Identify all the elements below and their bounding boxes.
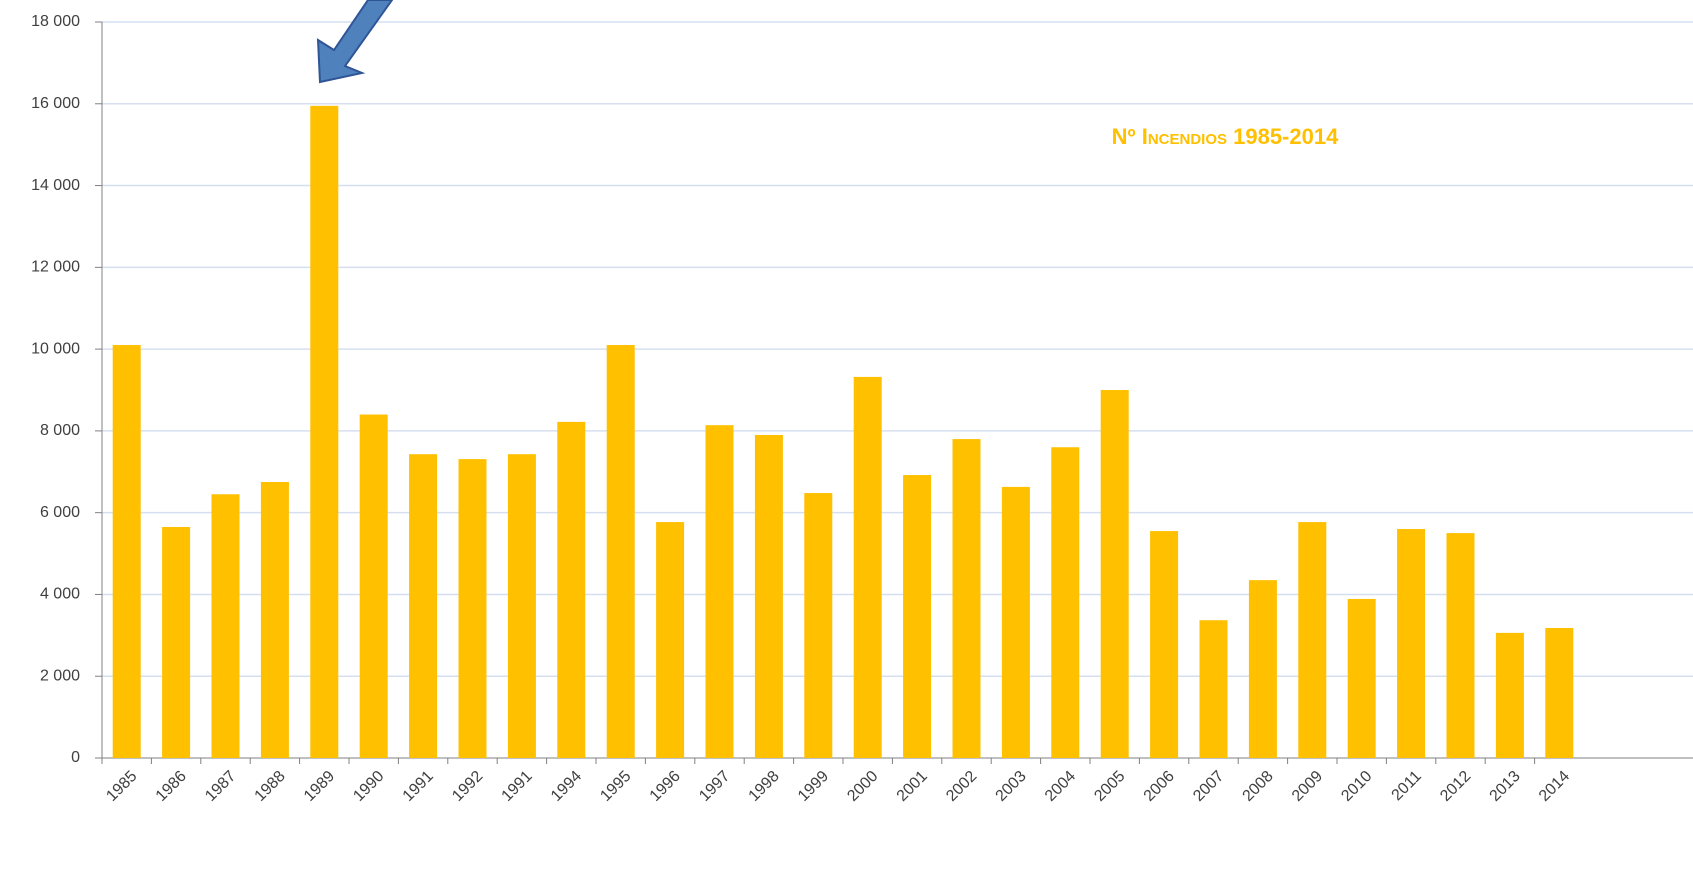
y-tick-label: 10 000 — [31, 340, 80, 357]
x-tick-label: 2005 — [1091, 768, 1128, 805]
y-tick-label: 12 000 — [31, 259, 80, 276]
bar — [1397, 529, 1426, 758]
bar — [211, 494, 240, 758]
x-tick-label: 2004 — [1042, 768, 1079, 805]
x-tick-label: 2003 — [993, 768, 1030, 805]
y-tick-label: 2 000 — [40, 667, 80, 684]
x-tick-label: 2012 — [1437, 768, 1474, 805]
bar — [853, 376, 882, 758]
x-tick-label: 2006 — [1141, 768, 1178, 805]
bar — [1001, 486, 1030, 758]
bar — [162, 526, 191, 758]
bar — [1347, 598, 1376, 758]
bar — [656, 522, 685, 758]
bar — [310, 105, 339, 759]
y-tick-label: 4 000 — [40, 586, 80, 603]
x-tick-label: 2011 — [1389, 768, 1425, 804]
bar — [754, 434, 783, 758]
bar — [606, 345, 635, 758]
y-tick-label: 8 000 — [40, 422, 80, 439]
bar — [1248, 580, 1277, 758]
bar — [409, 454, 438, 758]
x-tick-label: 1988 — [252, 768, 289, 805]
bar — [705, 425, 734, 758]
bar — [952, 439, 981, 758]
bar — [1051, 447, 1080, 758]
x-tick-label: 1990 — [350, 768, 387, 805]
x-tick-label: 2009 — [1289, 768, 1326, 805]
x-tick-label: 1996 — [647, 768, 684, 805]
bar — [1545, 627, 1574, 758]
x-tick-label: 1999 — [795, 768, 832, 805]
x-tick-label: 2013 — [1487, 768, 1524, 805]
bar — [1150, 531, 1179, 758]
bar — [557, 421, 586, 758]
bar — [1495, 632, 1524, 758]
x-tick-label: 1994 — [548, 768, 585, 805]
x-tick-label: 1992 — [449, 768, 486, 805]
y-tick-label: 0 — [71, 749, 80, 766]
bar — [804, 493, 833, 758]
x-tick-label: 2000 — [844, 768, 881, 805]
chart-title: Nº Incendios 1985-2014 — [1112, 124, 1339, 149]
bar — [507, 454, 536, 758]
arrow — [316, 0, 394, 84]
bar — [1298, 522, 1327, 758]
bar — [359, 414, 388, 758]
y-tick-label: 16 000 — [31, 95, 80, 112]
x-tick-label: 2010 — [1338, 768, 1375, 805]
x-tick-label: 2008 — [1240, 768, 1277, 805]
bar — [1199, 620, 1228, 758]
bar — [903, 475, 932, 758]
x-tick-label: 1989 — [301, 768, 338, 805]
x-tick-label: 1998 — [746, 768, 783, 805]
y-tick-label: 18 000 — [31, 13, 80, 30]
x-tick-label: 2014 — [1536, 768, 1573, 805]
x-tick-label: 1985 — [103, 768, 140, 805]
x-tick-label: 1986 — [153, 768, 190, 805]
x-tick-label: 1987 — [202, 768, 239, 805]
x-tick-label: 2001 — [894, 768, 931, 805]
bar — [1446, 533, 1475, 758]
x-tick-label: 1995 — [597, 768, 634, 805]
x-tick-label: 2002 — [943, 768, 980, 805]
x-tick-label: 2007 — [1190, 768, 1227, 805]
bar — [260, 482, 289, 758]
x-tick-label: 1991 — [499, 768, 536, 805]
bar — [1100, 390, 1129, 758]
y-tick-label: 6 000 — [40, 504, 80, 521]
bar — [112, 345, 141, 758]
x-tick-label: 1997 — [696, 768, 733, 805]
x-tick-label: 1991 — [400, 768, 437, 805]
y-tick-label: 14 000 — [31, 177, 80, 194]
bar — [458, 459, 487, 758]
